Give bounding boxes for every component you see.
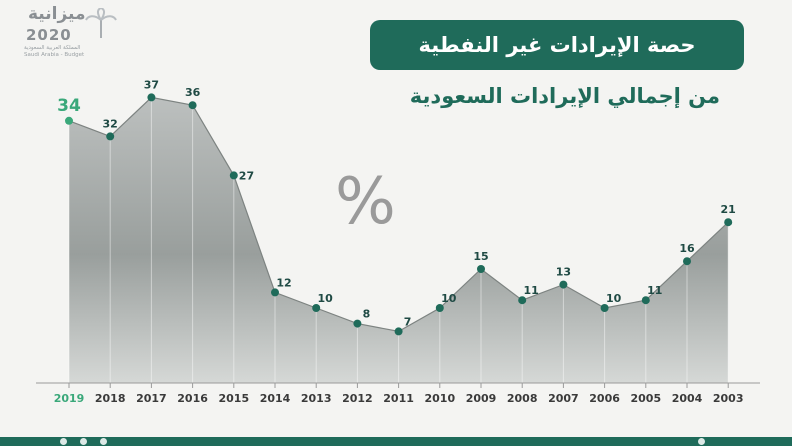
data-point [518,296,527,305]
unit-percent-symbol: % [335,165,396,239]
data-point [394,327,403,336]
data-point [724,218,733,227]
data-label: 11 [524,284,539,297]
data-point [683,257,691,266]
logo-line-english: Saudi Arabia - Budget [24,52,85,58]
footer-bar [0,437,792,446]
data-point [188,101,197,110]
data-point [106,132,115,141]
data-point [353,319,362,328]
budget-logo: ميزانية 2020 المملكة العربية السعودية Sa… [22,4,132,66]
x-tick-label: 2013 [301,392,332,405]
data-point [271,288,279,297]
chart-title: حصة الإيرادات غير النفطية [418,33,696,57]
x-tick-label: 2019 [54,392,85,405]
website-icon[interactable] [698,438,705,445]
x-tick-label: 2015 [218,392,249,405]
x-tick-label: 2011 [383,392,414,405]
data-label: 12 [276,276,291,289]
data-point [65,116,73,125]
chart-title-box: حصة الإيرادات غير النفطية [370,20,744,70]
x-tick-label: 2005 [630,392,661,405]
x-tick-label: 2010 [424,392,455,405]
x-tick-label: 2017 [136,392,167,405]
x-tick-label: 2003 [713,392,744,405]
x-tick-label: 2018 [95,392,126,405]
data-point [147,93,156,102]
logo-line-arabic: المملكة العربية السعودية [24,45,81,51]
data-point [559,280,568,289]
data-label: 36 [185,86,201,99]
x-tick-label: 2009 [466,392,497,405]
x-tick-label: 2012 [342,392,373,405]
data-point [435,304,444,312]
data-label: 34 [57,96,81,116]
data-label: 21 [721,203,736,216]
x-tick-label: 2004 [672,392,703,405]
area-fill [69,97,729,384]
palm-emblem-icon [85,8,117,38]
data-label: 8 [363,308,371,321]
data-label: 37 [144,78,159,91]
data-label: 27 [239,169,254,182]
data-label: 10 [318,292,334,305]
data-label: 10 [606,292,622,305]
data-point [641,296,650,305]
data-point [229,171,238,180]
instagram-icon[interactable] [60,438,67,445]
data-label: 16 [679,242,695,255]
facebook-icon[interactable] [80,438,87,445]
data-label: 13 [556,266,571,279]
x-tick-label: 2006 [589,392,620,405]
logo-name: ميزانية [28,4,86,24]
data-label: 32 [103,117,118,130]
data-label: 7 [404,315,412,328]
twitter-icon[interactable] [100,438,107,445]
x-tick-label: 2014 [260,392,291,405]
data-label: 11 [647,284,662,297]
data-label: 15 [473,250,488,263]
x-tick-label: 2016 [177,392,208,405]
data-label: 10 [441,292,457,305]
data-point [312,304,321,312]
x-tick-label: 2007 [548,392,579,405]
x-tick-label: 2008 [507,392,538,405]
chart-subtitle: من إجمالي الإيرادات السعودية [409,84,720,108]
data-point [600,304,609,312]
logo-year: 2020 [26,26,72,44]
data-point [477,265,485,273]
